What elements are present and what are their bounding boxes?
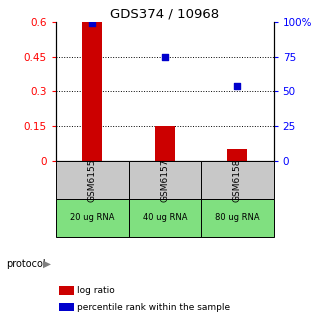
Bar [56, 199, 129, 237]
Bar [155, 126, 175, 161]
Bar [56, 161, 129, 199]
Text: GSM6157: GSM6157 [160, 158, 169, 202]
Text: protocol: protocol [6, 259, 46, 269]
Point [235, 83, 240, 88]
Bar [129, 161, 201, 199]
Title: GDS374 / 10968: GDS374 / 10968 [110, 8, 220, 21]
Text: log ratio: log ratio [77, 286, 115, 295]
Bar [129, 199, 201, 237]
Text: 40 ug RNA: 40 ug RNA [142, 213, 187, 222]
Text: ▶: ▶ [43, 259, 51, 269]
Bar [82, 22, 102, 161]
Point [90, 20, 95, 25]
Text: percentile rank within the sample: percentile rank within the sample [77, 303, 230, 312]
Text: GSM6155: GSM6155 [88, 158, 97, 202]
Bar [227, 150, 247, 161]
Point [162, 54, 167, 59]
Bar [201, 199, 274, 237]
Bar [201, 161, 274, 199]
Text: 20 ug RNA: 20 ug RNA [70, 213, 115, 222]
Text: 80 ug RNA: 80 ug RNA [215, 213, 260, 222]
Text: GSM6158: GSM6158 [233, 158, 242, 202]
